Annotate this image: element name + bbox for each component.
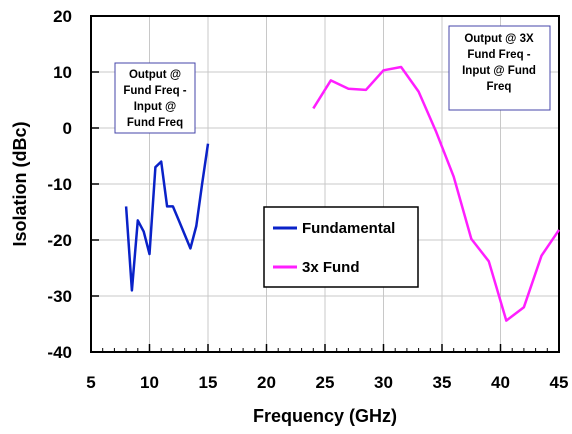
legend-label-fundamental: Fundamental [302, 220, 395, 237]
y-tick-label: -20 [47, 231, 72, 250]
y-tick-label: 20 [53, 7, 72, 26]
annotation-line: Output @ [129, 69, 181, 81]
legend-box [263, 206, 419, 288]
annotation-line: Input @ [134, 101, 177, 113]
x-tick-label: 5 [86, 373, 95, 392]
axis-ticks: 5 10 15 20 25 30 35 40 45 20 10 0 -10 -20 -30 -40 [47, 7, 568, 392]
y-tick-label: 0 [63, 119, 72, 138]
annotation-line: Fund Freq - [467, 49, 530, 61]
x-tick-label: 40 [491, 373, 510, 392]
y-tick-label: -30 [47, 287, 72, 306]
annotation-line: Freq [487, 81, 512, 93]
annotation-box [448, 25, 551, 111]
x-tick-label: 35 [433, 373, 452, 392]
series-line-3x-fund [312, 65, 561, 322]
annotation-box [114, 62, 196, 134]
x-tick-label: 10 [140, 373, 159, 392]
annotation-3x-fund: Output @ 3X Fund Freq - Input @ Fund Fre… [448, 25, 551, 111]
legend-label-3x-fund: 3x Fund [302, 259, 360, 276]
annotation-line: Output @ 3X [464, 33, 534, 45]
y-tick-label: -10 [47, 175, 72, 194]
y-axis-title: Isolation (dBc) [10, 121, 30, 246]
y-tick-label: -40 [47, 343, 72, 362]
annotation-fundamental: Output @ Fund Freq - Input @ Fund Freq [114, 62, 196, 134]
series [124, 65, 561, 322]
grid [91, 16, 559, 352]
x-axis-title: Frequency (GHz) [253, 406, 397, 426]
x-tick-label: 20 [257, 373, 276, 392]
legend: Fundamental 3x Fund [263, 206, 419, 288]
x-tick-label: 30 [374, 373, 393, 392]
x-tick-label: 45 [550, 373, 569, 392]
annotation-line: Input @ Fund [462, 65, 536, 77]
x-tick-label: 25 [316, 373, 335, 392]
annotation-line: Fund Freq - [123, 85, 186, 97]
series-line-fundamental [124, 143, 210, 292]
annotation-line: Fund Freq [127, 117, 183, 129]
y-tick-label: 10 [53, 63, 72, 82]
x-tick-label: 15 [199, 373, 218, 392]
